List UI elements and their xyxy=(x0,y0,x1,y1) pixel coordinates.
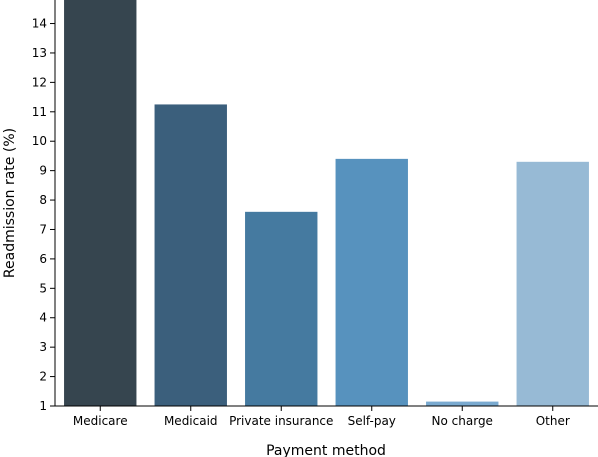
y-tick-label: 2 xyxy=(39,370,47,384)
y-tick-label: 10 xyxy=(32,134,47,148)
y-axis-label: Readmission rate (%) xyxy=(2,128,18,278)
x-tick-label: Other xyxy=(536,414,570,428)
bar-medicare xyxy=(64,0,137,406)
y-tick-label: 14 xyxy=(32,17,47,31)
bar-private-insurance xyxy=(245,211,318,406)
x-ticks-group: Medicare Medicaid Private insurance Self-pa… xyxy=(73,406,570,428)
y-tick-label: 9 xyxy=(39,164,47,178)
y-tick-label: 11 xyxy=(32,105,47,119)
y-tick-label: 4 xyxy=(39,311,47,325)
x-axis-label: Payment method xyxy=(266,443,386,457)
bar-other xyxy=(516,161,589,406)
y-tick-label: 13 xyxy=(32,46,47,60)
x-tick-label: Medicare xyxy=(73,414,128,428)
x-tick-label: Medicaid xyxy=(164,414,218,428)
x-tick-label: No charge xyxy=(432,414,493,428)
bar-self-pay xyxy=(335,158,408,406)
bar-no-charge xyxy=(426,401,499,406)
bars-group xyxy=(64,0,589,406)
y-tick-label: 1 xyxy=(39,399,47,413)
y-tick-label: 8 xyxy=(39,193,47,207)
x-tick-label: Private insurance xyxy=(229,414,333,428)
x-tick-label: Self-pay xyxy=(348,414,396,428)
y-tick-label: 7 xyxy=(39,222,47,236)
bar-medicaid xyxy=(154,104,227,406)
y-tick-label: 3 xyxy=(39,340,47,354)
y-tick-label: 5 xyxy=(39,281,47,295)
y-tick-label: 6 xyxy=(39,252,47,266)
y-tick-label: 12 xyxy=(32,75,47,89)
